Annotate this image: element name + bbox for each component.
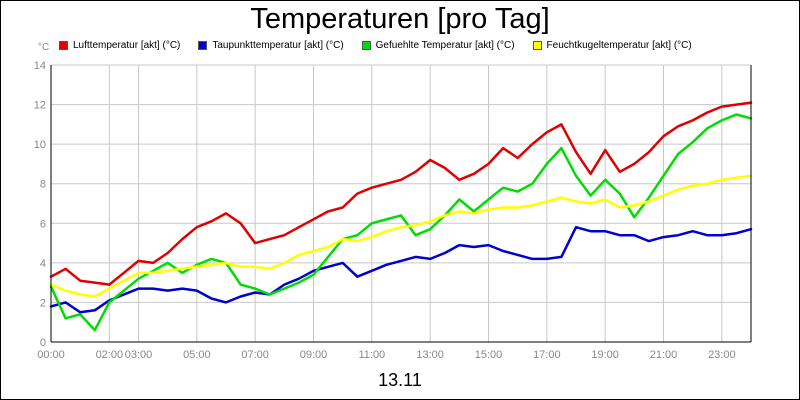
series-line-3 — [49, 174, 753, 298]
x-tick-label: 05:00 — [183, 349, 211, 361]
x-tick-label: 03:00 — [125, 349, 153, 361]
legend-swatch-gefuehlte-temperatur — [361, 40, 371, 50]
legend-label: Taupunkttemperatur [akt] (°C) — [212, 39, 344, 51]
series-line-0 — [49, 101, 753, 286]
x-tick-label: 11:00 — [358, 349, 385, 361]
x-tick-label: 02:00 — [96, 349, 124, 361]
y-tick-label: 4 — [40, 258, 46, 270]
x-tick-label: 07:00 — [241, 349, 269, 361]
x-tick-label: 19:00 — [591, 349, 619, 361]
legend-label: Feuchtkugeltemperatur [akt] (°C) — [546, 39, 692, 51]
legend-item: Feuchtkugeltemperatur [akt] (°C) — [532, 39, 692, 51]
x-tick-label: 21:00 — [650, 349, 678, 361]
y-tick-label: 12 — [34, 100, 46, 112]
legend: Lufttemperatur [akt] (°C) Taupunkttemper… — [59, 38, 795, 52]
chart-title: Temperaturen [pro Tag] — [250, 3, 550, 35]
y-tick-label: 14 — [34, 60, 46, 72]
x-tick-label: 13:00 — [416, 349, 444, 361]
x-tick-label: 23:00 — [708, 349, 736, 361]
legend-item: Lufttemperatur [akt] (°C) — [59, 40, 180, 51]
legend-swatch-feuchtkugeltemperatur — [532, 40, 542, 50]
legend-item: Taupunkttemperatur [akt] (°C) — [198, 39, 344, 51]
y-axis-unit: °C — [38, 42, 50, 53]
legend-item: Gefuehlte Temperatur [akt] (°C) — [361, 39, 515, 51]
y-tick-label: 0 — [40, 337, 46, 349]
series-line-1 — [49, 225, 753, 314]
y-tick-label: 2 — [40, 297, 46, 309]
legend-swatch-taupunkttemperatur — [198, 40, 208, 50]
legend-swatch-lufttemperatur — [59, 40, 68, 50]
x-tick-label: 17:00 — [533, 349, 561, 361]
x-tick-label: 15:00 — [475, 349, 503, 361]
y-tick-label: 6 — [40, 218, 46, 230]
legend-label: Gefuehlte Temperatur [akt] (°C) — [375, 39, 515, 51]
x-tick-label: 00:00 — [37, 349, 65, 361]
y-tick-label: 10 — [34, 139, 46, 151]
plot-background — [51, 65, 751, 342]
legend-label: Lufttemperatur [akt] (°C) — [73, 39, 181, 51]
x-axis-date-label: 13.11 — [378, 370, 422, 390]
y-tick-label: 8 — [40, 179, 46, 191]
x-tick-label: 09:00 — [300, 349, 328, 361]
series-line-2 — [49, 113, 753, 332]
